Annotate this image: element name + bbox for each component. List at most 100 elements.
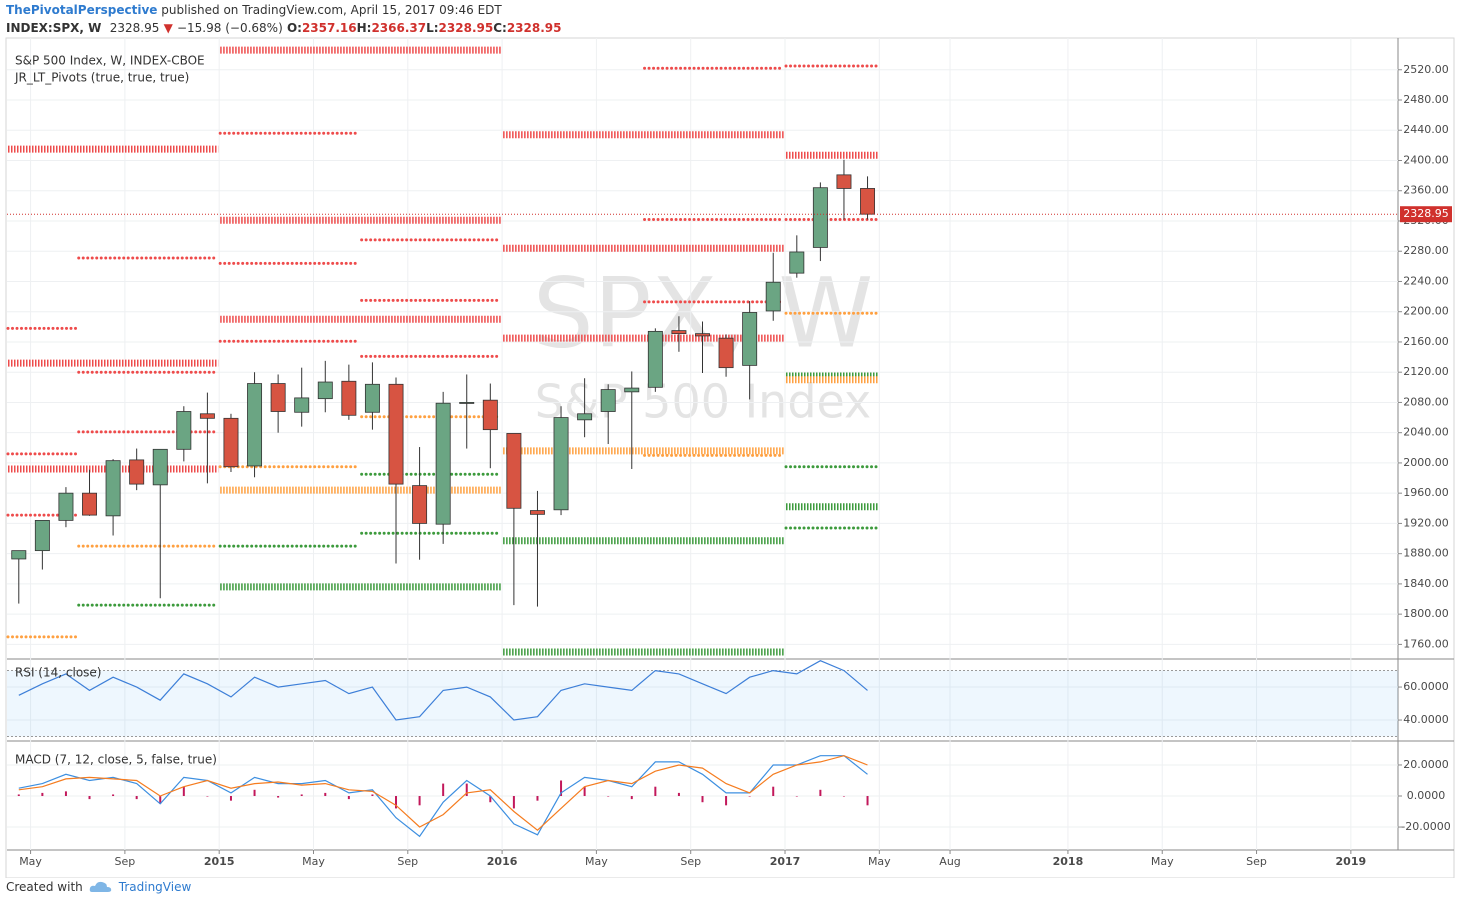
- ohlc-label: H:: [356, 21, 372, 35]
- ohlc: O:2357.16H:2366.37L:2328.95C:2328.95: [287, 21, 562, 35]
- macd-histogram-bar: [112, 794, 115, 797]
- y-tick-label: 2240.00: [1403, 274, 1449, 287]
- indicator-name: JR_LT_Pivots (true, true, true): [14, 71, 189, 85]
- ohlc-label: L:: [426, 21, 439, 35]
- footer: Created with TradingView: [6, 880, 191, 894]
- candle-body: [152, 448, 168, 486]
- macd-histogram-bar: [536, 796, 539, 801]
- macd-histogram-bar: [772, 786, 775, 797]
- candle-body: [482, 399, 498, 431]
- candle-body: [671, 330, 687, 335]
- x-tick-label: May: [1151, 855, 1174, 868]
- chart-title: S&P 500 Index, W, INDEX-CBOE: [15, 54, 205, 68]
- macd-histogram-bar: [583, 786, 586, 797]
- macd-histogram-bar: [748, 796, 751, 797]
- y-tick-label: 40.0000: [1403, 713, 1449, 726]
- macd-histogram-bar: [725, 796, 728, 806]
- candle-body: [789, 251, 805, 274]
- author[interactable]: ThePivotalPerspective: [6, 3, 158, 17]
- candle-body: [341, 380, 357, 416]
- last-price-label: 2328.95: [1403, 207, 1449, 220]
- macd-histogram-bar: [229, 796, 232, 801]
- macd-histogram-bar: [418, 796, 421, 806]
- macd-histogram-bar: [465, 783, 468, 797]
- symbol-line: INDEX:SPX, W 2328.95 ▼ −15.98 (−0.68%) O…: [6, 21, 561, 35]
- y-tick-label: 2360.00: [1403, 184, 1449, 197]
- y-tick-label: -20.0000: [1401, 820, 1450, 833]
- change-arrow: ▼: [163, 21, 173, 35]
- macd-histogram-bar: [795, 796, 798, 797]
- candle-body: [412, 485, 428, 524]
- x-tick-label: Sep: [680, 855, 701, 868]
- ohlc-value: 2328.95: [438, 21, 494, 35]
- y-tick-label: 1960.00: [1403, 486, 1449, 499]
- macd-histogram-bar: [253, 789, 256, 797]
- y-tick-label: 2040.00: [1403, 426, 1449, 439]
- macd-histogram-bar: [277, 796, 280, 798]
- candle-body: [435, 402, 451, 525]
- y-tick-label: 2280.00: [1403, 244, 1449, 257]
- y-tick-label: 20.0000: [1403, 758, 1449, 771]
- plot: May Sep 2015 May Sep 2016 May Sep 2017 May Aug 2018…: [6, 38, 1452, 868]
- x-tick-label: Sep: [397, 855, 418, 868]
- candle-body: [317, 381, 333, 400]
- macd-histogram-bar: [347, 796, 350, 800]
- y-tick-label: 1800.00: [1403, 607, 1449, 620]
- x-tick-label: 2019: [1336, 855, 1367, 868]
- x-tick-label: Aug: [939, 855, 960, 868]
- rsi-band: [7, 670, 1398, 737]
- y-tick-label: 2480.00: [1403, 93, 1449, 106]
- macd-histogram-bar: [842, 796, 845, 797]
- x-tick-label: Sep: [115, 855, 136, 868]
- candle-body: [105, 460, 121, 517]
- frame: [5, 37, 1455, 878]
- macd-histogram-bar: [866, 796, 869, 806]
- macd-histogram-bar: [206, 796, 209, 797]
- candle-body: [860, 188, 876, 215]
- x-tick-label: May: [302, 855, 325, 868]
- change: −15.98 (−0.68%): [176, 21, 283, 35]
- macd-histogram-bar: [442, 783, 445, 797]
- brand[interactable]: TradingView: [118, 880, 192, 894]
- candle-body: [223, 417, 239, 468]
- candle-body: [58, 492, 74, 521]
- macd-histogram-bar: [701, 796, 704, 803]
- macd-histogram-bar: [512, 796, 515, 809]
- macd-histogram-bar: [159, 796, 162, 804]
- y-tick-label: 0.0000: [1407, 789, 1446, 802]
- x-tick-label: 2018: [1053, 855, 1084, 868]
- macd-histogram-bar: [677, 792, 680, 797]
- candle-body: [812, 187, 828, 248]
- macd-histogram-bar: [324, 792, 327, 797]
- candle-body: [577, 413, 593, 421]
- macd-histogram-bar: [819, 789, 822, 797]
- publish-line: ThePivotalPerspective published on Tradi…: [6, 3, 502, 17]
- ohlc-value: 2357.16: [301, 21, 357, 35]
- candle-body: [647, 330, 663, 388]
- ohlc-label: C:: [493, 21, 507, 35]
- rsi-title: RSI (14, close): [15, 666, 101, 680]
- macd-histogram-bar: [300, 794, 303, 797]
- candle-body: [553, 417, 569, 511]
- candle-body: [529, 510, 545, 515]
- y-tick-label: 1840.00: [1403, 577, 1449, 590]
- y-tick-label: 1880.00: [1403, 547, 1449, 560]
- candle-body: [742, 312, 758, 366]
- y-tick-label: 2400.00: [1403, 153, 1449, 166]
- y-tick-label: 2520.00: [1403, 63, 1449, 76]
- macd-histogram-bar: [41, 792, 44, 797]
- candle-body: [82, 492, 97, 516]
- macd-histogram-bar: [489, 796, 492, 803]
- x-tick-label: 2016: [487, 855, 518, 868]
- candle-body: [34, 519, 50, 552]
- candle-body: [11, 550, 27, 560]
- y-tick-label: 60.0000: [1403, 680, 1449, 693]
- macd-title: MACD (7, 12, close, 5, false, true): [15, 753, 217, 767]
- candle-body: [718, 337, 734, 369]
- candle-body: [294, 397, 310, 413]
- candle-body: [765, 281, 781, 312]
- candle-body: [836, 174, 852, 189]
- candle-body: [129, 459, 145, 485]
- x-tick-label: 2017: [770, 855, 801, 868]
